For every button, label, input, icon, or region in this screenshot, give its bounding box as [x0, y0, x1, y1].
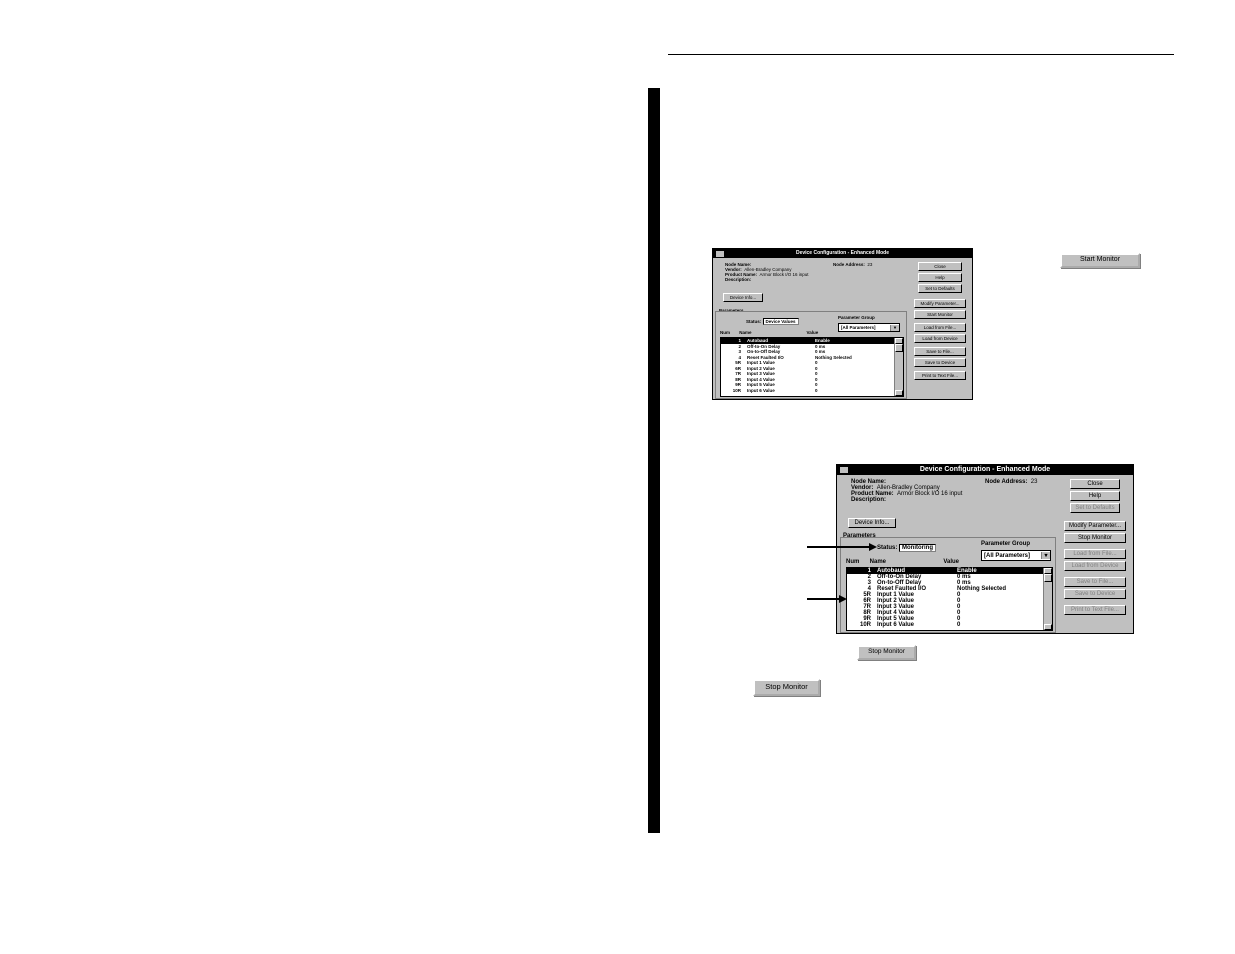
param-group-text: [All Parameters] — [839, 325, 890, 330]
desc-label: Description: — [851, 497, 886, 503]
start-monitor-callout-label: Start Monitor — [1080, 256, 1120, 263]
arrow-head-1 — [869, 543, 877, 551]
col-num: Num — [720, 330, 738, 335]
param-group-label: Parameter Group — [838, 315, 875, 320]
node-addr-value: 23 — [1031, 479, 1038, 485]
parameters-group: Status: Device Values Parameter Group [A… — [715, 311, 907, 399]
scroll-thumb[interactable] — [895, 344, 903, 352]
help-button[interactable]: Help — [1070, 491, 1120, 501]
print-button: Print to Text File... — [1064, 605, 1126, 615]
arrow-head-2 — [839, 595, 847, 603]
modify-param-button[interactable]: Modify Parameter... — [914, 299, 966, 308]
table-row[interactable]: 10RInput 6 Value0 — [847, 622, 1052, 628]
scrollbar[interactable] — [894, 338, 903, 396]
device-info-button[interactable]: Device Info... — [723, 293, 763, 302]
parameter-list[interactable]: 1AutobaudEnable2Off-to-On Delay0 ms3On-t… — [720, 337, 904, 397]
close-button[interactable]: Close — [918, 262, 962, 271]
device-info-button[interactable]: Device Info... — [848, 518, 896, 528]
load-file-button: Load from File... — [1064, 549, 1126, 559]
node-addr-label: Node Address: — [985, 479, 1027, 485]
arrow-line-2 — [807, 598, 839, 600]
col-name: Name — [739, 330, 805, 335]
status-value: Device Values — [763, 318, 799, 325]
product-value: Armor Block I/O 16 input — [897, 491, 962, 497]
stop-monitor-callout-1-label: Stop Monitor — [868, 648, 905, 655]
status-label: Status: — [746, 319, 761, 324]
load-device-button: Load from Device — [1064, 561, 1126, 571]
titlebar: Device Configuration - Enhanced Mode — [837, 465, 1133, 475]
titlebar: Device Configuration - Enhanced Mode — [713, 249, 972, 258]
side-stripe — [648, 88, 660, 833]
title-text: Device Configuration - Enhanced Mode — [796, 250, 889, 256]
stop-monitor-callout-2[interactable]: Stop Monitor — [753, 679, 820, 696]
modify-param-button[interactable]: Modify Parameter... — [1064, 521, 1126, 531]
param-group-dropdown[interactable]: [All Parameters] ▾ — [981, 550, 1051, 561]
stop-monitor-callout-2-label: Stop Monitor — [765, 682, 808, 691]
save-file-button: Save to File... — [1064, 577, 1126, 587]
col-name: Name — [870, 559, 942, 565]
desc-label: Description: — [725, 277, 751, 282]
dropdown-arrow-icon[interactable]: ▾ — [890, 325, 899, 331]
parameter-list[interactable]: 1AutobaudEnable2Off-to-On Delay0 ms3On-t… — [846, 567, 1053, 631]
param-group-label: Parameter Group — [981, 541, 1030, 547]
node-addr-label: Node Address: — [833, 262, 865, 267]
node-addr-value: 23 — [867, 262, 872, 267]
stop-monitor-callout-1[interactable]: Stop Monitor — [857, 645, 916, 660]
scroll-down-icon[interactable] — [1044, 624, 1052, 630]
product-value: Armor Block I/O 16 input — [760, 272, 809, 277]
save-device-button: Save to Device — [1064, 589, 1126, 599]
page-rule — [668, 54, 1174, 55]
table-row[interactable]: 10RInput 6 Value0 — [721, 388, 903, 394]
stop-monitor-button[interactable]: Stop Monitor — [1064, 533, 1126, 543]
save-device-button[interactable]: Save to Device — [914, 358, 966, 367]
save-file-button[interactable]: Save to File... — [914, 347, 966, 356]
scrollbar[interactable] — [1043, 568, 1052, 630]
status-value: Monitoring — [899, 544, 936, 552]
scroll-thumb[interactable] — [1044, 574, 1052, 582]
start-monitor-button[interactable]: Start Monitor — [914, 310, 966, 319]
arrow-line-1 — [807, 546, 869, 548]
defaults-button: Set to Defaults — [1070, 503, 1120, 513]
param-group-dropdown[interactable]: [All Parameters] ▾ — [838, 323, 900, 332]
start-monitor-callout-button[interactable]: Start Monitor — [1060, 253, 1140, 268]
parameters-group: Status: Monitoring Parameter Group [All … — [840, 537, 1056, 633]
sysmenu-icon[interactable] — [839, 466, 849, 474]
print-button[interactable]: Print to Text File... — [914, 371, 966, 380]
title-text: Device Configuration - Enhanced Mode — [920, 466, 1050, 473]
col-value: Value — [943, 559, 959, 565]
help-button[interactable]: Help — [918, 273, 962, 282]
scroll-down-icon[interactable] — [895, 390, 903, 396]
close-button[interactable]: Close — [1070, 479, 1120, 489]
dropdown-arrow-icon[interactable]: ▾ — [1041, 552, 1050, 559]
col-num: Num — [846, 559, 868, 565]
load-file-button[interactable]: Load from File... — [914, 323, 966, 332]
param-group-text: [All Parameters] — [982, 553, 1041, 559]
load-device-button[interactable]: Load from Device — [914, 334, 966, 343]
status-label: Status: — [877, 545, 897, 551]
col-value: Value — [807, 330, 819, 335]
device-config-dialog-2: Device Configuration - Enhanced Mode Nod… — [836, 464, 1134, 634]
device-config-dialog-1: Device Configuration - Enhanced Mode Nod… — [712, 248, 973, 400]
defaults-button[interactable]: Set to Defaults — [918, 284, 962, 293]
sysmenu-icon[interactable] — [715, 250, 725, 258]
